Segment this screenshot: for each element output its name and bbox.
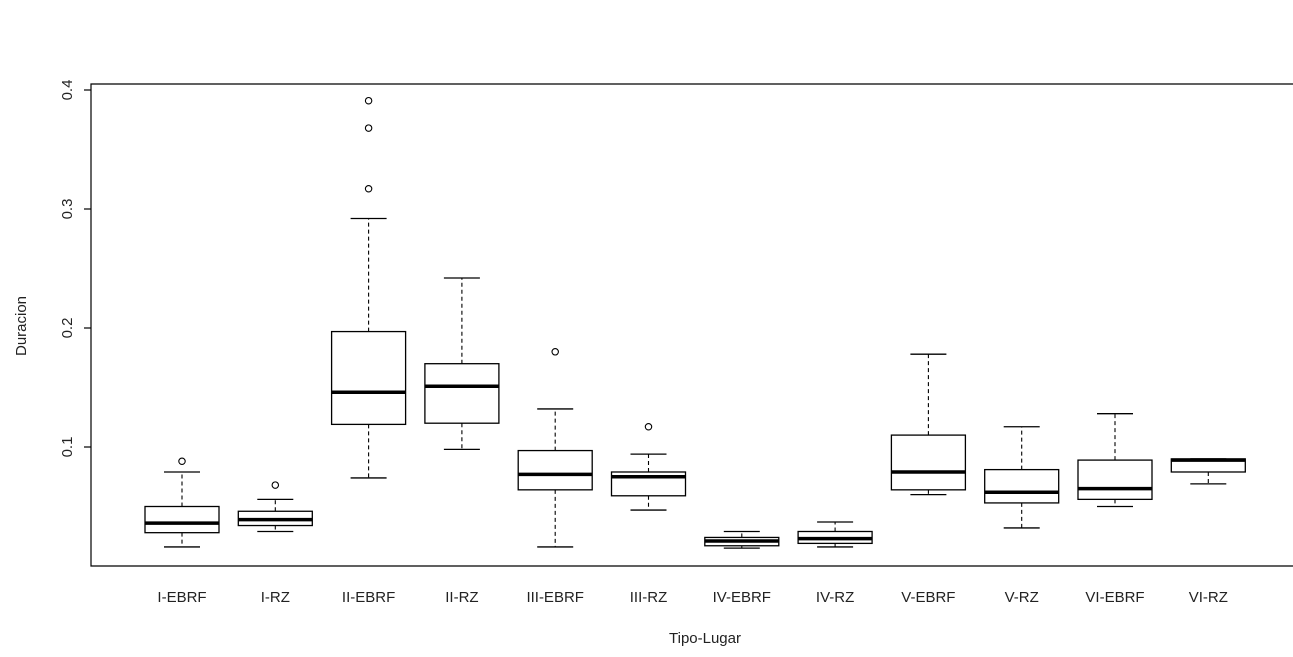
x-axis: I-EBRF I-RZ II-EBRF II-RZ III-EBRF III-RZ IV-E…	[157, 589, 1227, 606]
outlier-point	[178, 457, 186, 466]
box-vi-rz	[1170, 458, 1246, 485]
x-tick-label: II-RZ	[445, 589, 478, 606]
y-tick-label: 0.2	[59, 318, 76, 339]
x-tick-label: III-RZ	[630, 589, 668, 606]
plot-frame	[90, 83, 1293, 567]
box-v-rz	[984, 426, 1060, 529]
outlier-point	[364, 96, 373, 105]
outlier-point	[364, 124, 373, 132]
iqr-box	[517, 449, 593, 491]
box-iii-rz	[610, 423, 687, 511]
x-tick-label: IV-RZ	[816, 589, 854, 606]
box-iv-ebrf	[704, 530, 780, 549]
outlier-point	[271, 481, 280, 489]
outlier-point	[551, 348, 559, 356]
box-i-ebrf	[144, 457, 220, 548]
plot-border	[90, 83, 1293, 567]
iqr-box	[890, 434, 967, 491]
outlier-point	[644, 423, 653, 431]
box-iii-ebrf	[517, 348, 593, 548]
iqr-box	[424, 363, 500, 424]
iqr-box	[1077, 459, 1153, 501]
x-tick-label: III-EBRF	[526, 589, 584, 606]
x-tick-label: VI-EBRF	[1085, 589, 1144, 606]
box-ii-ebrf	[330, 96, 407, 479]
box-i-rz	[237, 481, 313, 533]
x-tick-label: V-EBRF	[901, 589, 955, 606]
y-axis-title: Duracion	[13, 296, 30, 356]
y-axis: 0.1 0.2 0.3 0.4	[59, 80, 91, 458]
y-tick-label: 0.3	[59, 199, 76, 220]
x-tick-label: I-RZ	[261, 589, 290, 606]
box-v-ebrf	[890, 353, 967, 496]
iqr-box	[144, 505, 220, 534]
y-tick-label: 0.1	[59, 437, 76, 458]
x-tick-label: IV-EBRF	[713, 589, 771, 606]
outlier-point	[364, 185, 373, 193]
x-tick-label: V-RZ	[1005, 589, 1039, 606]
x-tick-label: II-EBRF	[342, 589, 395, 606]
box-vi-ebrf	[1077, 413, 1153, 508]
iqr-box	[984, 468, 1060, 504]
x-axis-title: Tipo-Lugar	[669, 630, 741, 647]
y-tick-label: 0.4	[59, 80, 76, 101]
boxes-group	[144, 96, 1246, 549]
box-iv-rz	[797, 521, 873, 548]
x-tick-label: I-EBRF	[157, 589, 206, 606]
box-ii-rz	[424, 277, 500, 451]
iqr-box	[330, 330, 407, 426]
x-tick-label: VI-RZ	[1189, 589, 1228, 606]
